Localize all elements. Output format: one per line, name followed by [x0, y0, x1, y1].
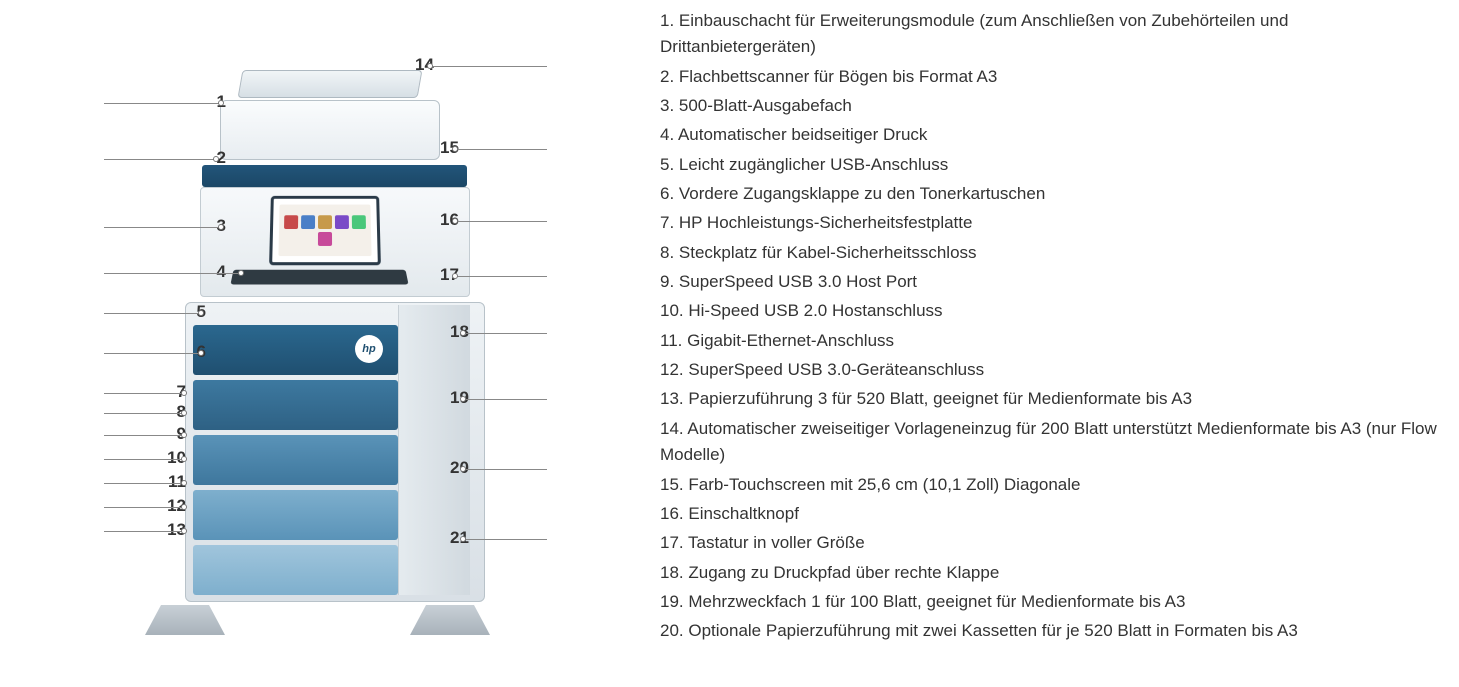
app-icon	[318, 231, 332, 245]
description-item: 15. Farb-Touchscreen mit 25,6 cm (10,1 Z…	[660, 472, 1449, 498]
description-item: 6. Vordere Zugangsklappe zu den Tonerkar…	[660, 181, 1449, 207]
printer-diagram-panel: hp 1 2 3 4 5 6 7 8 9 10 11 12 13 14 15 1…	[0, 0, 650, 687]
hp-logo: hp	[355, 335, 383, 363]
app-icon	[284, 215, 298, 229]
description-item: 2. Flachbettscanner für Bögen bis Format…	[660, 64, 1449, 90]
description-item: 11. Gigabit-Ethernet-Anschluss	[660, 328, 1449, 354]
keyboard	[230, 270, 408, 285]
description-item: 17. Tastatur in voller Größe	[660, 530, 1449, 556]
adf-unit	[220, 100, 440, 160]
app-icon	[352, 215, 366, 229]
description-item: 1. Einbauschacht für Erweiterungsmodule …	[660, 8, 1449, 61]
page-container: hp 1 2 3 4 5 6 7 8 9 10 11 12 13 14 15 1…	[0, 0, 1459, 687]
paper-tray-5	[193, 545, 398, 595]
description-item: 14. Automatischer zweiseitiger Vorlagene…	[660, 416, 1449, 469]
description-item: 8. Steckplatz für Kabel-Sicherheitsschlo…	[660, 240, 1449, 266]
paper-tray-2	[193, 380, 398, 430]
description-item: 4. Automatischer beidseitiger Druck	[660, 122, 1449, 148]
adf-input-tray	[238, 70, 423, 98]
description-item: 20. Optionale Papierzuführung mit zwei K…	[660, 618, 1449, 644]
description-item: 12. SuperSpeed USB 3.0-Geräteanschluss	[660, 357, 1449, 383]
description-item: 19. Mehrzweckfach 1 für 100 Blatt, geeig…	[660, 589, 1449, 615]
paper-tray-3	[193, 435, 398, 485]
stand-foot-right	[410, 605, 490, 635]
description-item: 7. HP Hochleistungs-Sicherheitsfestplatt…	[660, 210, 1449, 236]
app-icon	[318, 215, 332, 229]
description-item: 9. SuperSpeed USB 3.0 Host Port	[660, 269, 1449, 295]
callout-number: 4	[217, 262, 226, 282]
paper-tray-4	[193, 490, 398, 540]
description-item: 3. 500-Blatt-Ausgabefach	[660, 93, 1449, 119]
description-item: 10. Hi-Speed USB 2.0 Hostanschluss	[660, 298, 1449, 324]
app-icon	[335, 215, 349, 229]
description-item: 5. Leicht zugänglicher USB-Anschluss	[660, 152, 1449, 178]
description-panel: 1. Einbauschacht für Erweiterungsmodule …	[650, 0, 1459, 687]
touchscreen	[269, 196, 381, 265]
app-icon	[301, 215, 315, 229]
description-item: 13. Papierzuführung 3 für 520 Blatt, gee…	[660, 386, 1449, 412]
touchscreen-apps	[278, 205, 371, 257]
description-item: 16. Einschaltknopf	[660, 501, 1449, 527]
printer-illustration: hp	[160, 80, 480, 630]
right-side-panel	[398, 305, 470, 595]
scanner-bar	[202, 165, 467, 187]
description-item: 18. Zugang zu Druckpfad über rechte Klap…	[660, 560, 1449, 586]
stand-foot-left	[145, 605, 225, 635]
